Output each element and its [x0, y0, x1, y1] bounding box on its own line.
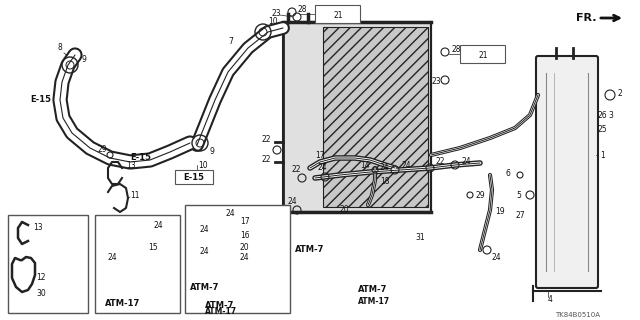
Text: 10: 10: [268, 18, 278, 27]
Text: 22: 22: [261, 156, 271, 164]
Text: 20: 20: [240, 244, 250, 252]
Text: 24: 24: [318, 164, 328, 172]
Text: 24: 24: [380, 164, 390, 172]
Text: 11: 11: [130, 190, 140, 199]
Text: FR.: FR.: [576, 13, 596, 23]
Text: 12: 12: [36, 274, 45, 283]
Text: TK84B0510A: TK84B0510A: [555, 312, 600, 318]
Text: 13: 13: [126, 161, 136, 170]
Text: 24: 24: [153, 221, 163, 230]
Text: 14: 14: [360, 161, 370, 170]
Text: 4: 4: [548, 295, 553, 305]
Text: 27: 27: [516, 211, 525, 220]
Text: 24: 24: [401, 161, 411, 170]
Text: 29: 29: [97, 146, 107, 155]
Text: 15: 15: [148, 244, 157, 252]
FancyBboxPatch shape: [283, 22, 431, 212]
Text: 24: 24: [200, 226, 210, 235]
FancyBboxPatch shape: [95, 215, 180, 313]
Text: 17: 17: [240, 218, 250, 227]
Text: 24: 24: [492, 253, 502, 262]
Text: ATM-17: ATM-17: [358, 298, 390, 307]
Text: 2: 2: [617, 90, 621, 99]
Text: 24: 24: [287, 197, 296, 206]
Text: 28: 28: [298, 5, 307, 14]
Text: 28: 28: [452, 45, 461, 54]
Text: E-15: E-15: [130, 154, 151, 163]
Text: 9: 9: [82, 55, 87, 65]
Text: 16: 16: [240, 230, 250, 239]
FancyBboxPatch shape: [315, 5, 360, 23]
Text: 23: 23: [271, 10, 280, 19]
Text: 5: 5: [516, 190, 521, 199]
Polygon shape: [323, 27, 428, 207]
Text: 19: 19: [495, 207, 504, 217]
Text: 31: 31: [415, 234, 424, 243]
Text: 24: 24: [200, 247, 210, 257]
Text: 6: 6: [506, 169, 511, 178]
FancyBboxPatch shape: [175, 170, 213, 184]
FancyBboxPatch shape: [536, 56, 598, 288]
Text: 13: 13: [33, 223, 43, 233]
Text: 24: 24: [225, 210, 235, 219]
Text: 23: 23: [432, 77, 442, 86]
Text: 10: 10: [198, 161, 207, 170]
Text: 7: 7: [228, 37, 233, 46]
Text: 30: 30: [36, 290, 45, 299]
Text: 22: 22: [435, 157, 445, 166]
Text: 29: 29: [475, 191, 484, 201]
Text: 8: 8: [58, 44, 63, 52]
Text: 9: 9: [210, 148, 215, 156]
Text: 24: 24: [461, 156, 470, 165]
FancyBboxPatch shape: [460, 45, 505, 63]
Text: 26: 26: [597, 110, 607, 119]
Text: ATM-7: ATM-7: [295, 245, 324, 254]
Text: 20: 20: [340, 205, 349, 214]
Text: 17: 17: [315, 150, 324, 159]
Text: ATM-17: ATM-17: [105, 300, 140, 308]
Text: 22: 22: [261, 135, 271, 145]
Text: E-15: E-15: [30, 95, 51, 105]
Text: 22: 22: [292, 165, 301, 174]
Text: ATM-7: ATM-7: [205, 300, 234, 309]
FancyBboxPatch shape: [185, 205, 290, 313]
Text: 3: 3: [608, 110, 613, 119]
Text: ATM-7: ATM-7: [358, 285, 387, 294]
Text: 21: 21: [333, 11, 343, 20]
Text: 25: 25: [597, 125, 607, 134]
Text: E-15: E-15: [184, 173, 205, 182]
Text: 1: 1: [600, 150, 605, 159]
Text: ATM-17: ATM-17: [205, 308, 237, 316]
FancyBboxPatch shape: [8, 215, 88, 313]
Text: 21: 21: [478, 51, 488, 60]
Text: 18: 18: [380, 178, 390, 187]
Text: 24: 24: [108, 253, 118, 262]
Text: 24: 24: [240, 253, 250, 262]
Text: ATM-7: ATM-7: [190, 284, 220, 292]
